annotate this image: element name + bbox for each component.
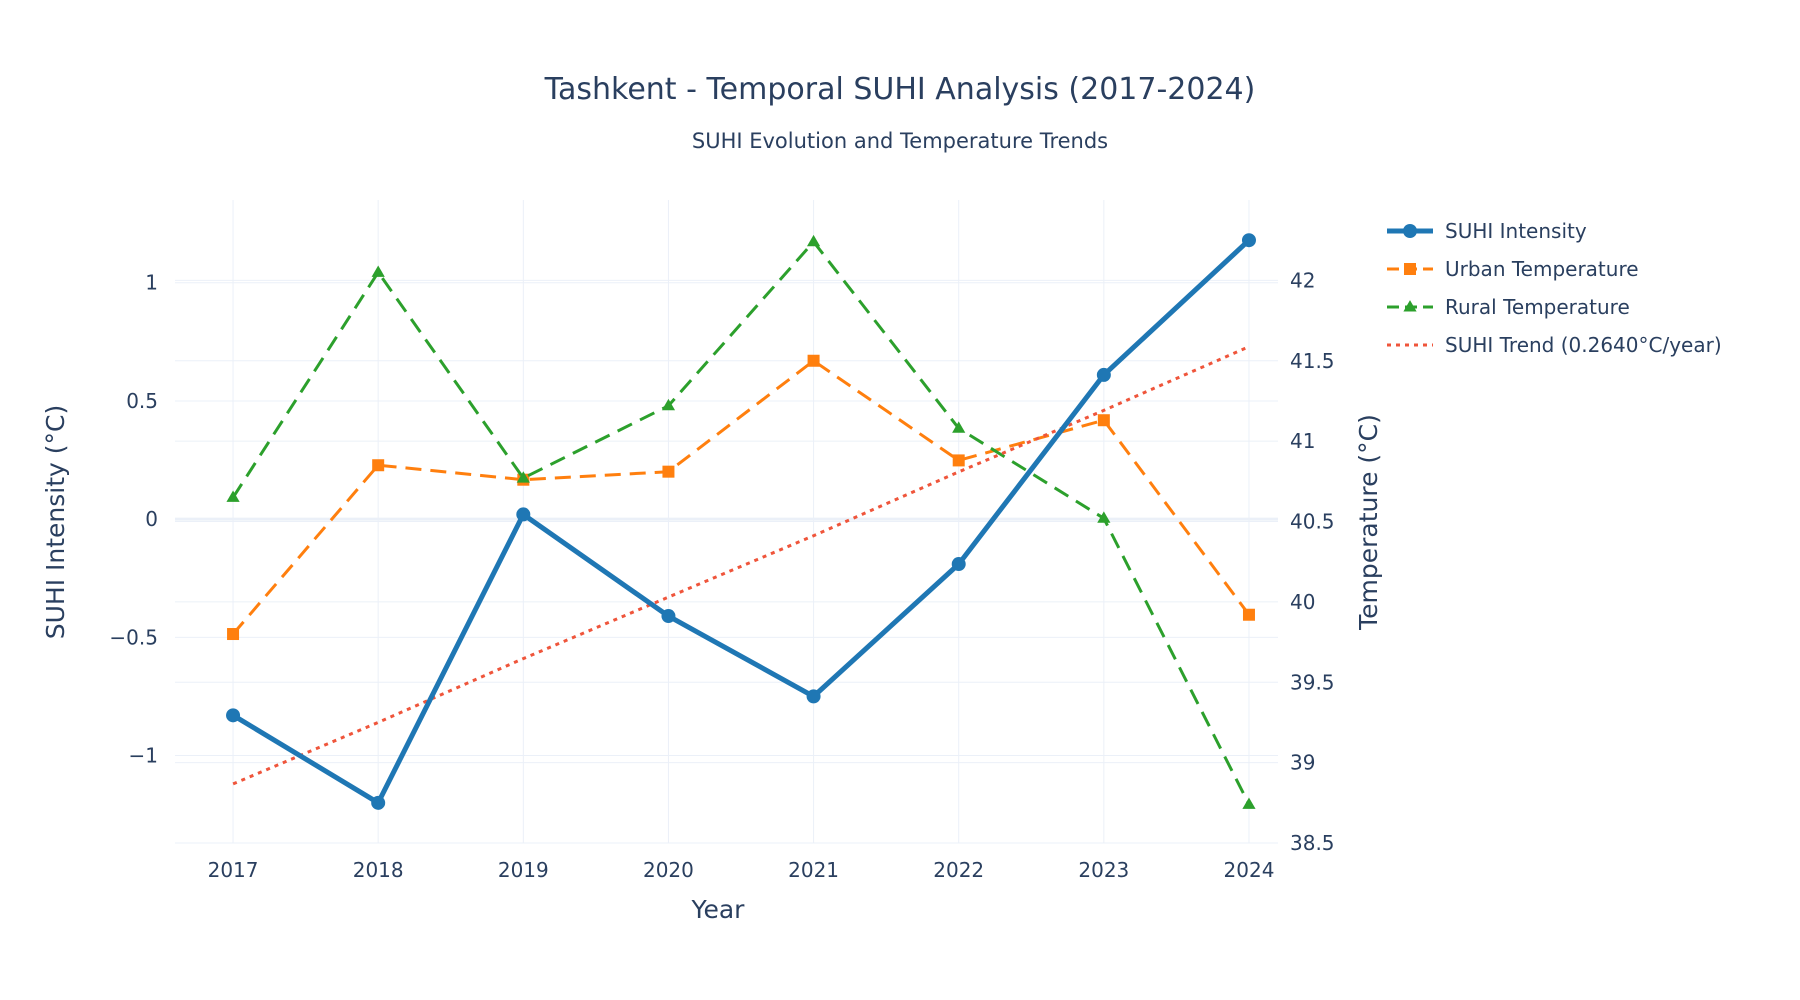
legend-label: Urban Temperature	[1445, 257, 1639, 281]
y-tick-label: −1	[129, 744, 158, 768]
legend-item[interactable]: Urban Temperature	[1387, 257, 1639, 281]
x-tick-label: 2021	[788, 858, 839, 882]
y2-tick-label: 41.5	[1290, 349, 1335, 373]
legend-item[interactable]: Rural Temperature	[1387, 295, 1630, 319]
legend-label: SUHI Intensity	[1445, 219, 1587, 243]
data-point	[1242, 233, 1256, 247]
legend-marker	[1404, 263, 1416, 275]
data-point	[661, 609, 675, 623]
data-point	[226, 708, 240, 722]
y2-tick-label: 40	[1290, 590, 1315, 614]
x-tick-label: 2020	[643, 858, 694, 882]
y-axis-title: SUHI Intensity (°C)	[41, 405, 70, 640]
data-point	[953, 454, 965, 466]
x-tick-label: 2023	[1078, 858, 1129, 882]
series-line	[233, 361, 1249, 634]
series-line	[233, 347, 1249, 784]
data-point	[1098, 414, 1110, 426]
legend: SUHI Intensity Urban Temperature Rural Tem…	[1387, 219, 1722, 357]
x-tick-label: 2022	[933, 858, 984, 882]
data-point	[1243, 609, 1255, 621]
data-point	[371, 796, 385, 810]
series-urban-temperature	[227, 355, 1255, 640]
data-point	[372, 459, 384, 471]
x-tick-label: 2019	[498, 858, 549, 882]
data-point	[516, 507, 530, 521]
data-point	[808, 355, 820, 367]
data-point	[1097, 368, 1111, 382]
x-axis-ticks: 2017 2018 2019 2020 2021 2022 2023 2024	[208, 858, 1275, 882]
chart-title: Tashkent - Temporal SUHI Analysis (2017-…	[544, 72, 1256, 107]
y-tick-label: 0.5	[126, 389, 158, 413]
data-point	[372, 265, 385, 276]
x-tick-label: 2017	[208, 858, 259, 882]
gridlines	[175, 200, 1278, 843]
data-point	[1242, 798, 1255, 809]
data-point	[952, 557, 966, 571]
y2-tick-label: 42	[1290, 268, 1315, 292]
x-axis-title: Year	[691, 895, 746, 924]
y-axis-ticks: 1 0.5 0 −0.5 −1	[109, 271, 158, 768]
y2-axis-title: Temperature (°C)	[1354, 414, 1383, 631]
data-point	[662, 466, 674, 478]
data-point	[807, 235, 820, 246]
data-point	[227, 628, 239, 640]
y2-tick-label: 40.5	[1290, 510, 1335, 534]
y-tick-label: 1	[145, 271, 158, 295]
legend-label: SUHI Trend (0.2640°C/year)	[1445, 333, 1722, 357]
data-point	[807, 689, 821, 703]
y2-tick-label: 39.5	[1290, 670, 1335, 694]
series-suhi-trend-0-2640-c-year-	[233, 347, 1249, 784]
x-tick-label: 2024	[1224, 858, 1275, 882]
y2-tick-label: 41	[1290, 429, 1315, 453]
y2-axis-ticks: 38.5 39 39.5 40 40.5 41 41.5 42	[1290, 268, 1335, 855]
legend-item[interactable]: SUHI Intensity	[1387, 219, 1587, 243]
legend-label: Rural Temperature	[1445, 295, 1630, 319]
y-tick-label: 0	[145, 507, 158, 531]
y-tick-label: −0.5	[109, 625, 158, 649]
chart-subtitle: SUHI Evolution and Temperature Trends	[692, 129, 1108, 153]
y2-tick-label: 39	[1290, 751, 1315, 775]
x-tick-label: 2018	[353, 858, 404, 882]
y2-tick-label: 38.5	[1290, 831, 1335, 855]
legend-marker	[1403, 224, 1417, 238]
legend-item[interactable]: SUHI Trend (0.2640°C/year)	[1387, 333, 1722, 357]
